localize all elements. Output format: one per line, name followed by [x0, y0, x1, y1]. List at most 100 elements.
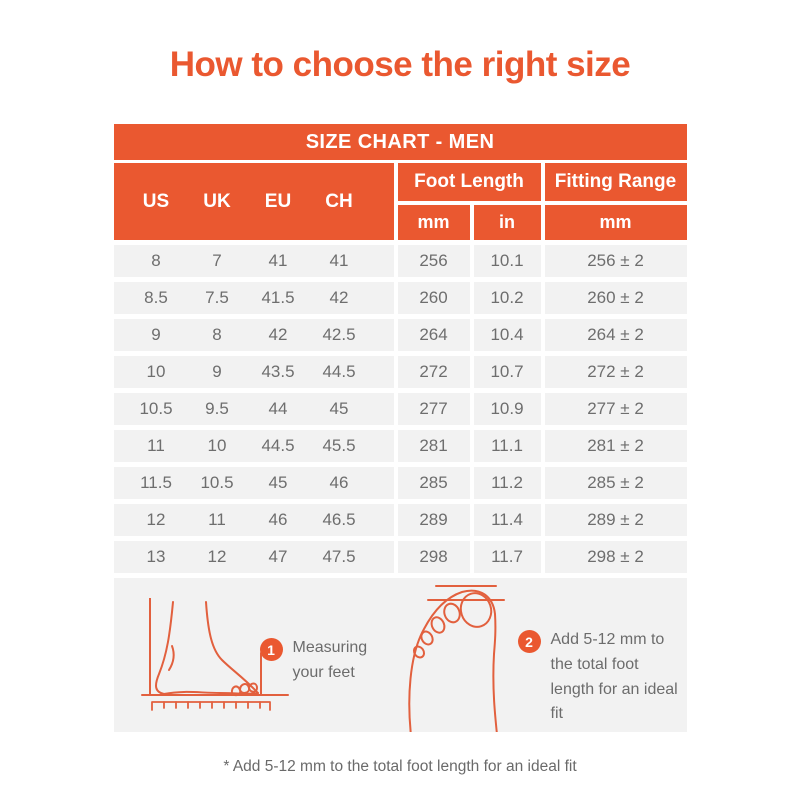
size-values-cell: 11.5 10.5 45 46: [113, 467, 394, 499]
fitting-range-value: 285 ± 2: [544, 467, 687, 499]
eu-value: 43.5: [261, 362, 295, 381]
eu-value: 45: [268, 473, 288, 492]
column-header-ch: CH: [325, 190, 353, 212]
table-row: 10 9 43.5 44.5 272 10.7 272 ± 2: [113, 356, 687, 388]
measure-columns-header: Foot Length Fitting Range mm in mm: [397, 163, 687, 240]
foot-length-mm-value: 256: [397, 245, 470, 277]
ch-value: 45.5: [322, 436, 356, 455]
measuring-instructions-panel: 1 Measuring your feet 2 Add 5-12 mm to t…: [113, 578, 687, 732]
ch-value: 46.5: [322, 510, 356, 529]
eu-value: 44: [268, 399, 288, 418]
column-header-us: US: [142, 190, 170, 212]
column-header-foot-length: Foot Length: [397, 163, 541, 201]
uk-value: 8: [212, 325, 222, 344]
foot-length-mm-value: 289: [397, 504, 470, 536]
step-1-text: Measuring your feet: [292, 639, 368, 681]
foot-length-mm-value: 272: [397, 356, 470, 388]
ch-value: 41: [329, 251, 349, 270]
foot-length-mm-value: 298: [397, 541, 470, 573]
page-title: How to choose the right size: [169, 45, 631, 84]
table-row: 8.5 7.5 41.5 42 260 10.2 260 ± 2: [113, 282, 687, 314]
foot-length-in-value: 10.4: [473, 319, 541, 351]
unit-header-fitting-mm: mm: [544, 205, 687, 240]
size-values-cell: 12 11 46 46.5: [113, 504, 394, 536]
us-value: 10.5: [139, 399, 173, 418]
foot-length-in-value: 11.1: [473, 430, 541, 462]
uk-value: 10.5: [200, 473, 234, 492]
step-2-text: Add 5-12 mm to the total foot length for…: [550, 631, 678, 723]
us-value: 12: [146, 510, 166, 529]
uk-value: 7: [212, 251, 222, 270]
size-values-cell: 8.5 7.5 41.5 42: [113, 282, 394, 314]
fitting-range-value: 281 ± 2: [544, 430, 687, 462]
foot-length-in-value: 11.2: [473, 467, 541, 499]
table-row: 11.5 10.5 45 46 285 11.2 285 ± 2: [113, 467, 687, 499]
ch-value: 42.5: [322, 325, 356, 344]
size-chart-table: SIZE CHART - MEN US UK EU CH Foot Length…: [113, 124, 687, 732]
eu-value: 41: [268, 251, 288, 270]
table-row: 12 11 46 46.5 289 11.4 289 ± 2: [113, 504, 687, 536]
unit-header-mm: mm: [397, 205, 470, 240]
foot-top-toes-illustration: [407, 585, 505, 732]
footnote: * Add 5-12 mm to the total foot length f…: [223, 758, 577, 775]
step-1-badge: 1: [259, 638, 283, 661]
size-values-cell: 9 8 42 42.5: [113, 319, 394, 351]
fitting-range-value: 289 ± 2: [544, 504, 687, 536]
us-value: 11.5: [140, 473, 172, 492]
foot-length-mm-value: 264: [397, 319, 470, 351]
ch-value: 42: [329, 288, 349, 307]
annotation-measuring-feet: 1 Measuring your feet: [259, 636, 381, 686]
eu-value: 42: [268, 325, 288, 344]
foot-length-mm-value: 285: [397, 467, 470, 499]
foot-length-mm-value: 277: [397, 393, 470, 425]
table-row: 9 8 42 42.5 264 10.4 264 ± 2: [113, 319, 687, 351]
table-row: 13 12 47 47.5 298 11.7 298 ± 2: [113, 541, 687, 573]
size-values-cell: 8 7 41 41: [113, 245, 394, 277]
fitting-range-value: 277 ± 2: [544, 393, 687, 425]
size-values-cell: 10.5 9.5 44 45: [113, 393, 394, 425]
foot-length-in-value: 10.2: [473, 282, 541, 314]
eu-value: 47: [268, 547, 288, 566]
foot-length-in-value: 11.7: [473, 541, 541, 573]
foot-length-mm-value: 260: [397, 282, 470, 314]
uk-value: 10: [207, 436, 227, 455]
foot-length-in-value: 10.1: [473, 245, 541, 277]
us-value: 8.5: [144, 288, 168, 307]
ch-value: 44.5: [322, 362, 356, 381]
table-header: US UK EU CH Foot Length Fitting Range mm…: [113, 163, 687, 240]
uk-value: 11: [208, 510, 226, 529]
eu-value: 44.5: [261, 436, 295, 455]
us-value: 8: [151, 251, 161, 270]
size-values-cell: 10 9 43.5 44.5: [113, 356, 394, 388]
uk-value: 12: [207, 547, 227, 566]
table-row: 11 10 44.5 45.5 281 11.1 281 ± 2: [113, 430, 687, 462]
us-value: 9: [151, 325, 161, 344]
table-title: SIZE CHART - MEN: [113, 124, 687, 160]
ch-value: 45: [329, 399, 349, 418]
fitting-range-value: 264 ± 2: [544, 319, 687, 351]
fitting-range-value: 272 ± 2: [544, 356, 687, 388]
us-value: 11: [147, 436, 165, 455]
foot-length-in-value: 10.9: [473, 393, 541, 425]
fitting-range-value: 298 ± 2: [544, 541, 687, 573]
ch-value: 47.5: [322, 547, 356, 566]
fitting-range-value: 256 ± 2: [544, 245, 687, 277]
step-2-badge: 2: [517, 630, 541, 653]
column-header-eu: EU: [264, 190, 292, 212]
foot-side-measuring-illustration: [140, 598, 289, 711]
size-values-cell: 13 12 47 47.5: [113, 541, 394, 573]
uk-value: 9: [212, 362, 222, 381]
foot-length-in-value: 11.4: [473, 504, 541, 536]
table-row: 10.5 9.5 44 45 277 10.9 277 ± 2: [113, 393, 687, 425]
eu-value: 46: [268, 510, 288, 529]
uk-value: 7.5: [205, 288, 229, 307]
ch-value: 46: [329, 473, 349, 492]
table-body: 8 7 41 41 256 10.1 256 ± 2 8.5 7.5 41.5 …: [113, 245, 687, 573]
uk-value: 9.5: [205, 399, 229, 418]
foot-length-in-value: 10.7: [473, 356, 541, 388]
column-header-fitting-range: Fitting Range: [544, 163, 687, 201]
eu-value: 41.5: [261, 288, 295, 307]
column-header-uk: UK: [203, 190, 231, 212]
table-row: 8 7 41 41 256 10.1 256 ± 2: [113, 245, 687, 277]
